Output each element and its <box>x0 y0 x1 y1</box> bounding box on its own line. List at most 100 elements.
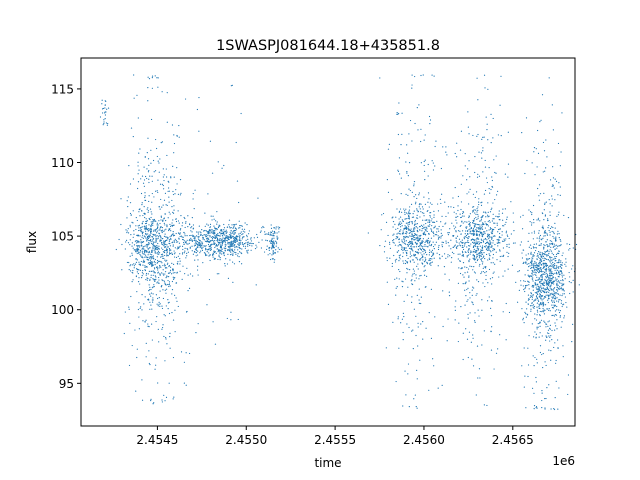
data-point <box>499 250 501 252</box>
data-point <box>553 283 555 285</box>
data-point <box>466 179 468 181</box>
data-point <box>424 179 426 181</box>
data-point <box>503 254 505 256</box>
data-point <box>453 252 455 255</box>
data-point <box>451 251 454 253</box>
data-point <box>205 234 207 236</box>
data-point <box>469 188 471 190</box>
data-point <box>273 243 276 245</box>
data-point <box>212 253 215 255</box>
data-point <box>198 236 200 238</box>
data-point <box>551 230 553 233</box>
data-point <box>551 296 553 298</box>
data-point <box>558 237 560 239</box>
data-point <box>389 257 391 259</box>
data-point <box>171 262 173 265</box>
data-point <box>241 238 243 240</box>
data-point <box>532 238 534 240</box>
data-point <box>548 268 551 270</box>
data-point <box>172 244 174 246</box>
data-point <box>189 238 191 241</box>
data-point <box>495 215 497 217</box>
data-point <box>542 307 544 310</box>
data-point <box>148 362 150 365</box>
data-point <box>492 239 494 242</box>
data-point <box>143 248 145 250</box>
data-point <box>462 283 464 285</box>
data-point <box>480 224 482 226</box>
data-point <box>201 249 204 252</box>
data-point <box>405 208 407 210</box>
data-point <box>478 315 480 317</box>
data-point <box>533 408 535 410</box>
data-point <box>411 233 413 235</box>
data-point <box>216 273 218 275</box>
data-point <box>420 162 422 164</box>
data-point <box>179 232 181 234</box>
data-point <box>197 274 199 276</box>
data-point <box>413 183 415 185</box>
data-point <box>443 266 446 268</box>
data-point <box>426 239 428 241</box>
data-point <box>481 234 483 236</box>
data-point <box>445 151 447 153</box>
data-point <box>536 279 538 281</box>
data-point <box>477 281 480 283</box>
data-point <box>407 236 409 238</box>
data-point <box>213 232 216 234</box>
data-point <box>176 272 178 274</box>
data-point <box>164 265 166 267</box>
data-point <box>403 247 405 249</box>
data-point <box>559 299 561 301</box>
data-point <box>164 254 166 257</box>
data-point <box>173 224 175 226</box>
data-point <box>553 346 555 349</box>
data-point <box>422 238 424 240</box>
data-point <box>157 269 159 271</box>
data-point <box>152 238 155 240</box>
data-point <box>430 229 433 231</box>
data-point <box>534 273 536 275</box>
data-point <box>520 280 522 282</box>
data-point <box>187 226 189 228</box>
data-point <box>182 248 184 251</box>
data-point <box>148 200 150 203</box>
data-point <box>185 311 188 313</box>
data-point <box>534 246 536 249</box>
data-point <box>532 204 535 207</box>
data-point <box>183 361 185 363</box>
data-point <box>417 253 419 255</box>
data-point <box>554 322 556 324</box>
data-point <box>242 244 244 246</box>
data-point <box>529 265 531 267</box>
data-point <box>144 228 146 231</box>
data-point <box>546 250 548 252</box>
data-point <box>560 244 562 246</box>
data-point <box>539 267 541 269</box>
data-point <box>414 203 417 205</box>
data-point <box>484 232 486 235</box>
data-point <box>549 179 552 181</box>
data-point <box>554 342 556 344</box>
data-point <box>434 225 436 227</box>
data-point <box>490 246 493 248</box>
data-point <box>148 262 150 264</box>
data-point <box>240 112 242 115</box>
data-point <box>158 235 160 237</box>
data-point <box>423 227 425 229</box>
data-point <box>530 292 532 294</box>
data-point <box>399 208 402 210</box>
data-point <box>550 226 553 228</box>
data-point <box>410 245 412 248</box>
data-point <box>212 254 214 257</box>
data-point <box>169 266 172 268</box>
data-points <box>99 74 580 411</box>
data-point <box>561 272 563 275</box>
data-point <box>528 275 530 277</box>
data-point <box>535 298 537 300</box>
data-point <box>220 229 222 232</box>
data-point <box>409 251 411 253</box>
data-point <box>176 300 178 302</box>
data-point <box>496 222 498 224</box>
data-point <box>236 255 239 257</box>
